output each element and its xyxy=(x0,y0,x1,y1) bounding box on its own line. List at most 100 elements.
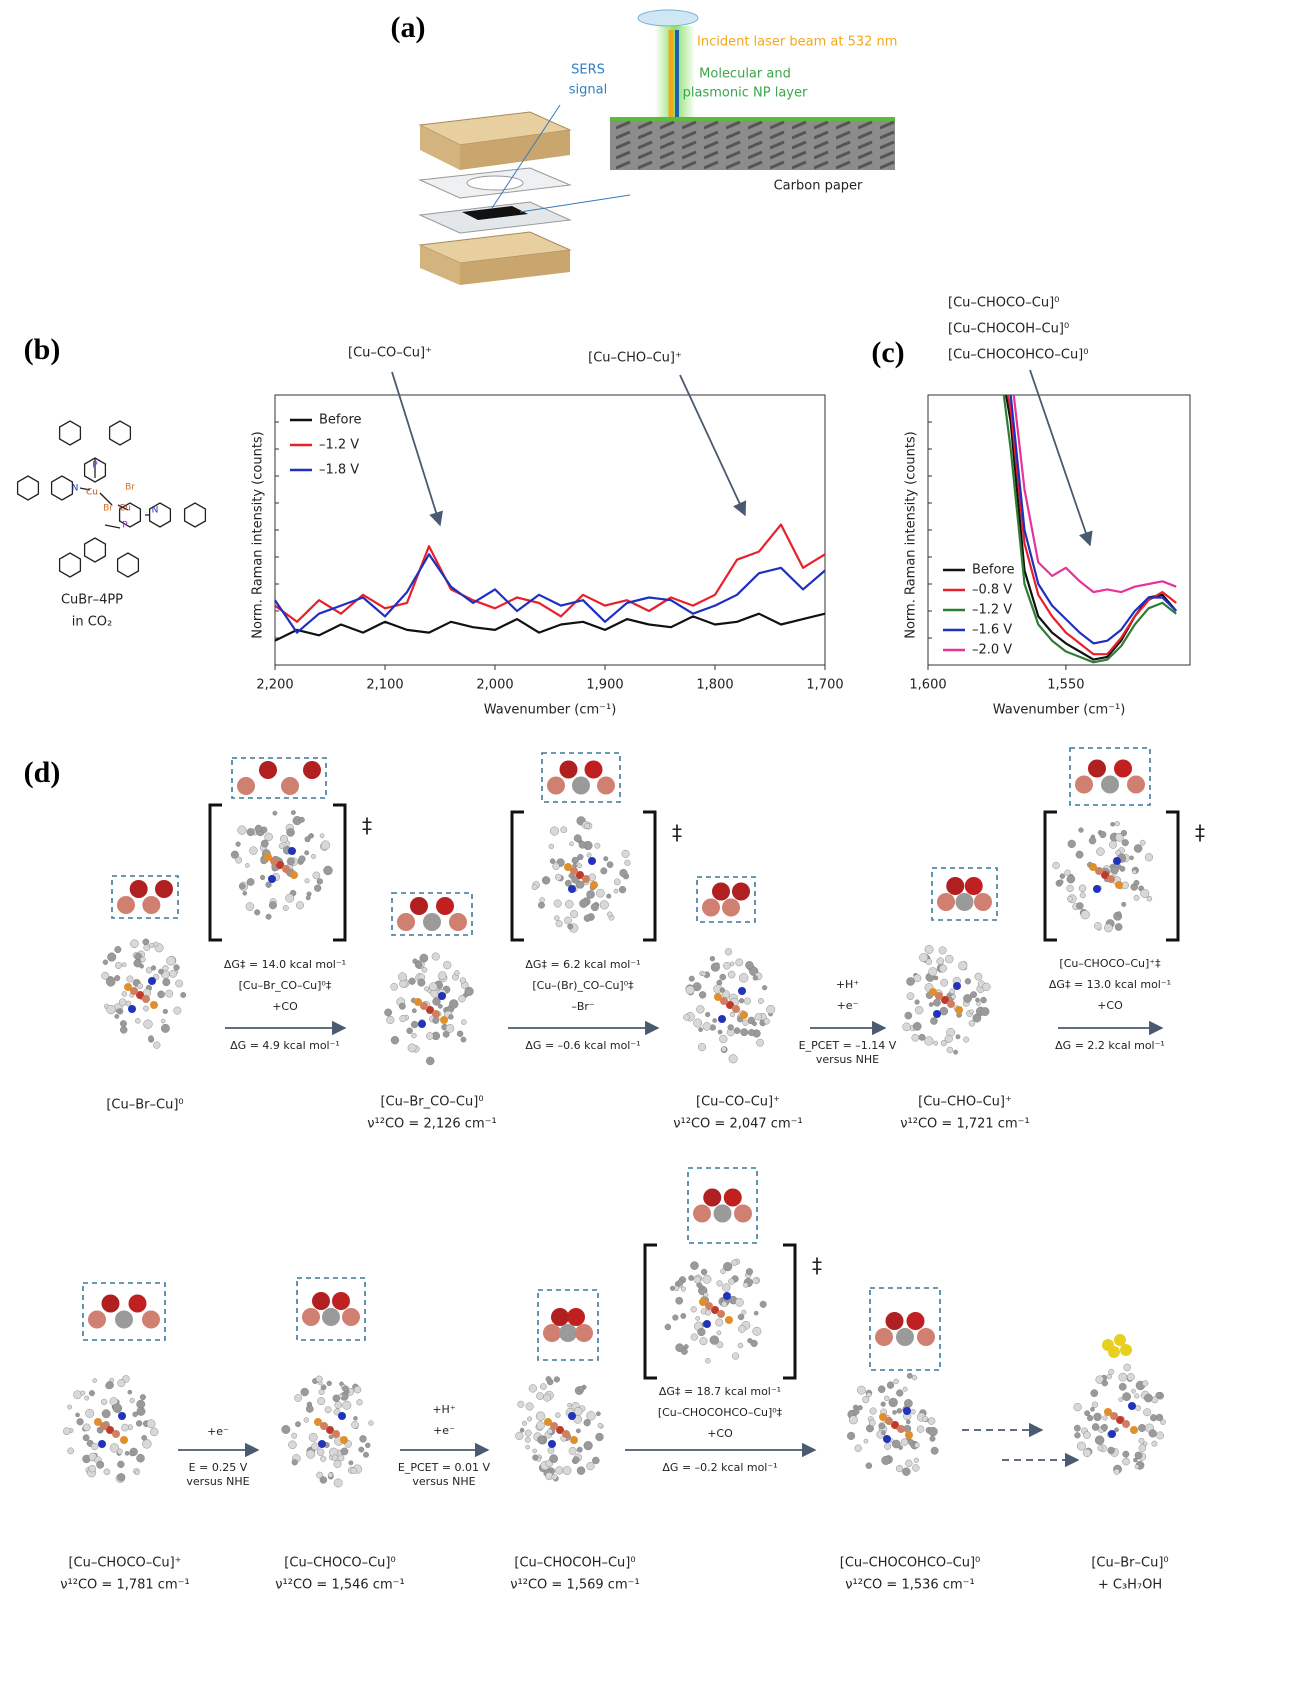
atom xyxy=(584,1419,591,1426)
atom xyxy=(316,1376,322,1382)
ring xyxy=(18,476,39,500)
atom xyxy=(158,969,163,974)
atom xyxy=(167,956,176,965)
species-label: [Cu–CHOCOH–Cu]⁰ xyxy=(514,1556,635,1571)
atom xyxy=(681,1348,687,1354)
atom xyxy=(254,909,260,915)
atom xyxy=(718,1030,722,1034)
atom xyxy=(702,972,706,976)
figure: (a)Incident laser beam at 532 nmMolecula… xyxy=(0,0,1291,1698)
atom xyxy=(1067,875,1075,883)
atom xyxy=(317,1449,324,1456)
atom xyxy=(1077,1442,1085,1450)
atom xyxy=(1121,830,1127,836)
species-frequency: ν¹²CO = 1,536 cm⁻¹ xyxy=(845,1578,974,1593)
x-axis-label: Wavenumber (cm⁻¹) xyxy=(993,703,1126,718)
atom xyxy=(332,1430,340,1438)
atom xyxy=(101,1399,107,1405)
atom xyxy=(553,863,560,870)
atom xyxy=(320,1456,326,1462)
molecule xyxy=(1053,821,1153,932)
atom xyxy=(349,1461,353,1465)
atom xyxy=(338,1412,346,1420)
atom xyxy=(140,1394,146,1400)
atom xyxy=(723,1292,731,1300)
atom xyxy=(1096,848,1104,856)
step-label: +H⁺ xyxy=(836,978,859,991)
bracket xyxy=(783,1245,795,1378)
atom xyxy=(1094,922,1101,929)
atom xyxy=(963,1037,969,1043)
atom xyxy=(919,1034,925,1040)
atom xyxy=(739,998,744,1003)
atom xyxy=(130,1398,135,1403)
x-tick-label: 1,550 xyxy=(1047,678,1084,693)
atom xyxy=(743,1283,748,1288)
atom xyxy=(607,862,613,868)
atom xyxy=(153,1042,160,1049)
atom xyxy=(728,1279,734,1285)
atom xyxy=(400,1015,407,1022)
atom xyxy=(945,955,953,963)
step-label: ΔG‡ = 13.0 kcal mol⁻¹ xyxy=(1049,978,1171,991)
atom xyxy=(247,878,254,885)
x-tick-label: 2,000 xyxy=(476,678,513,693)
atom xyxy=(1087,1415,1093,1421)
atom xyxy=(1074,1403,1082,1411)
annotation: [Cu–CHOCOHCO–Cu]⁰ xyxy=(948,348,1088,363)
atom xyxy=(332,1292,350,1310)
atom xyxy=(518,1401,525,1408)
atom-label: Cu xyxy=(119,504,131,514)
atom xyxy=(150,1428,158,1436)
atom xyxy=(1134,880,1139,885)
series-line xyxy=(997,341,1176,643)
atom xyxy=(724,1189,742,1207)
legend-label: Before xyxy=(319,413,362,428)
atom xyxy=(625,860,631,866)
atom xyxy=(734,1205,752,1223)
plot-frame xyxy=(275,395,825,665)
atom xyxy=(704,1293,709,1298)
atom xyxy=(547,777,565,795)
atom xyxy=(1076,902,1083,909)
atom xyxy=(1135,1452,1142,1459)
molecule xyxy=(384,953,473,1065)
atom-label: N xyxy=(72,484,79,494)
atom xyxy=(915,1000,920,1005)
atom xyxy=(722,899,740,917)
atom xyxy=(351,1468,357,1474)
compound-label: in CO₂ xyxy=(72,615,113,630)
atom xyxy=(550,827,559,836)
atom xyxy=(1108,1447,1115,1454)
atom xyxy=(106,1381,114,1389)
atom xyxy=(268,875,276,883)
atom xyxy=(717,1281,723,1287)
arrow xyxy=(680,375,745,515)
atom xyxy=(548,1447,554,1453)
atom xyxy=(587,1462,595,1470)
atom xyxy=(312,1292,330,1310)
atom xyxy=(596,889,604,897)
atom xyxy=(1067,885,1074,892)
atom xyxy=(391,1036,399,1044)
atom xyxy=(1092,1402,1098,1408)
annotation: Molecular and xyxy=(699,67,791,82)
atom xyxy=(722,1284,730,1292)
species-label: [Cu–CHO–Cu]⁺ xyxy=(918,1095,1012,1110)
atom xyxy=(879,1423,885,1429)
atom xyxy=(448,1015,453,1020)
atom xyxy=(907,1312,925,1330)
series-line xyxy=(997,341,1176,660)
atom xyxy=(1144,1394,1152,1402)
atom xyxy=(597,777,615,795)
atom-label: P xyxy=(122,521,128,531)
atom xyxy=(398,973,406,981)
atom xyxy=(148,977,156,985)
step-label: E_PCET = 0.01 V xyxy=(398,1461,491,1474)
atom xyxy=(136,1420,142,1426)
atom xyxy=(975,998,979,1002)
atom xyxy=(328,1473,333,1478)
atom xyxy=(308,834,312,838)
atom xyxy=(142,896,160,914)
atom xyxy=(723,1262,732,1271)
